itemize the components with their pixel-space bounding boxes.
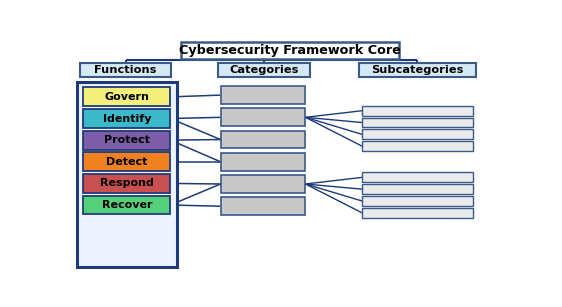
Text: Functions: Functions [94, 65, 157, 76]
FancyBboxPatch shape [83, 87, 170, 106]
FancyBboxPatch shape [83, 131, 170, 150]
FancyBboxPatch shape [220, 153, 306, 171]
Text: Respond: Respond [100, 178, 154, 188]
FancyBboxPatch shape [83, 152, 170, 171]
FancyBboxPatch shape [220, 86, 306, 104]
Text: Cybersecurity Framework Core: Cybersecurity Framework Core [179, 44, 401, 56]
Text: Recover: Recover [102, 200, 152, 210]
FancyBboxPatch shape [77, 82, 177, 266]
Text: Identify: Identify [103, 114, 151, 123]
FancyBboxPatch shape [362, 208, 473, 218]
FancyBboxPatch shape [362, 184, 473, 194]
FancyBboxPatch shape [83, 196, 170, 215]
FancyBboxPatch shape [218, 63, 310, 77]
FancyBboxPatch shape [362, 196, 473, 206]
FancyBboxPatch shape [362, 129, 473, 139]
FancyBboxPatch shape [80, 63, 171, 77]
Text: Protect: Protect [104, 135, 150, 145]
Text: Govern: Govern [105, 92, 149, 102]
Text: Detect: Detect [106, 157, 148, 167]
FancyBboxPatch shape [362, 118, 473, 127]
FancyBboxPatch shape [362, 106, 473, 116]
FancyBboxPatch shape [220, 108, 306, 126]
FancyBboxPatch shape [359, 63, 476, 77]
FancyBboxPatch shape [83, 174, 170, 193]
FancyBboxPatch shape [220, 131, 306, 148]
FancyBboxPatch shape [182, 41, 399, 59]
FancyBboxPatch shape [362, 173, 473, 182]
FancyBboxPatch shape [362, 141, 473, 151]
Text: Categories: Categories [229, 65, 299, 76]
FancyBboxPatch shape [220, 197, 306, 215]
FancyBboxPatch shape [83, 109, 170, 128]
Text: Subcategories: Subcategories [371, 65, 464, 76]
FancyBboxPatch shape [220, 175, 306, 193]
